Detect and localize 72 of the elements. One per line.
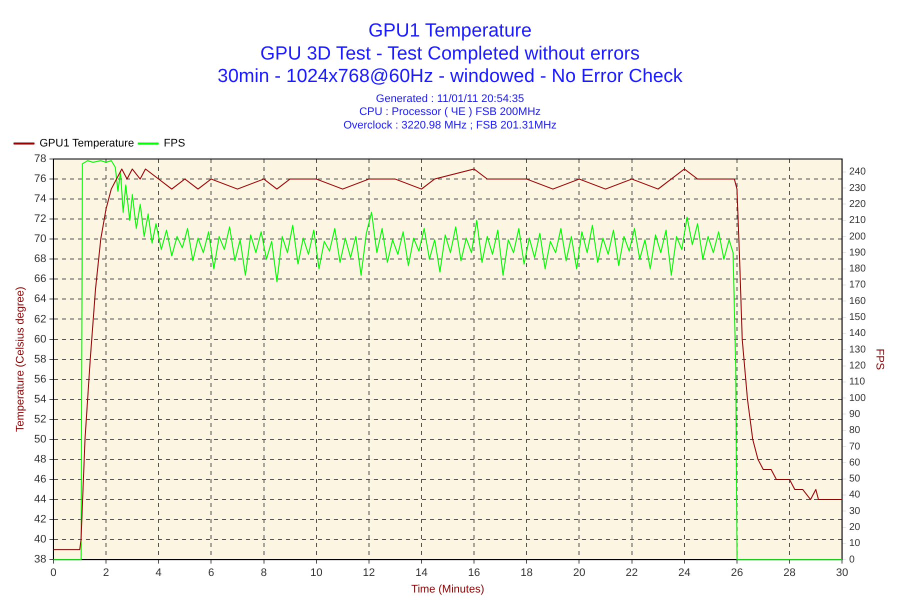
y2-tick-label: 140: [849, 328, 866, 340]
x-tick-label: 16: [468, 567, 480, 580]
x-tick-label: 26: [730, 567, 744, 580]
y2-tick-label: 50: [849, 474, 861, 485]
x-tick-label: 14: [415, 567, 428, 580]
y2-tick-label: 230: [849, 182, 866, 194]
x-tick-label: 0: [50, 567, 56, 580]
y2-tick-label: 150: [849, 312, 866, 324]
y-tick-label: 38: [34, 554, 46, 566]
y2-tick-label: 180: [849, 264, 866, 275]
y-tick-label: 58: [34, 353, 46, 366]
y2-tick-label: 30: [849, 506, 861, 517]
x-tick-label: 2: [102, 567, 110, 580]
x-tick-label: 24: [678, 567, 691, 580]
x-tick-label: 22: [626, 567, 638, 580]
y-tick-label: 72: [34, 213, 46, 226]
y2-tick-label: 130: [849, 344, 866, 356]
y2-tick-label: 10: [849, 538, 861, 550]
y-tick-label: 42: [34, 514, 46, 526]
x-tick-label: 20: [573, 567, 586, 580]
text: CPU : Processor ( ЧЕ ) FSB 200MHz: [359, 106, 541, 118]
y2-tick-label: 190: [849, 247, 866, 258]
text: Overclock : 3220.98 MHz ; FSB 201.31MHz: [343, 119, 557, 132]
x-tick-label: 30: [836, 567, 848, 580]
y-tick-label: 56: [34, 373, 46, 386]
y2-tick-label: 210: [849, 215, 866, 226]
x-tick-label: 18: [520, 567, 533, 580]
y-tick-label: 62: [34, 313, 46, 326]
y-tick-label: 44: [34, 494, 46, 506]
y-tick-label: 50: [34, 433, 46, 446]
x-tick-label: 12: [362, 567, 376, 580]
chart-title: GPU1 Temperature: [368, 20, 532, 42]
y-tick-label: 68: [34, 253, 46, 266]
y-tick-label: 40: [34, 534, 46, 546]
y2-tick-label: 90: [849, 408, 861, 420]
y2-tick-label: 100: [849, 392, 866, 404]
text: Generated : 11/01/11 20:54:35: [376, 93, 524, 106]
chart-subtitle: GPU 3D Test - Test Completed without errors 30min - 1024x768@60Hz - windowed - No Error Check: [218, 43, 683, 88]
x-tick-label: 6: [208, 567, 214, 580]
y2-tick-label: 20: [849, 522, 861, 534]
y-tick-label: 64: [34, 293, 46, 306]
y-tick-label: 48: [34, 453, 46, 466]
y-tick-label: 70: [34, 233, 46, 246]
y2-tick-label: 200: [849, 231, 866, 242]
y2-tick-label: 110: [849, 376, 866, 388]
y-tick-label: 74: [34, 193, 46, 206]
y-tick-label: 66: [34, 273, 46, 286]
y-tick-label: 76: [34, 173, 46, 186]
y-tick-label: 46: [34, 474, 46, 486]
legend-label: FPS: [164, 138, 186, 150]
x-tick-label: 4: [156, 567, 162, 580]
y2-tick-label: 170: [849, 280, 866, 291]
y-tick-label: 52: [34, 413, 46, 426]
x-tick-label: 10: [310, 567, 322, 580]
y-tick-label: 78: [34, 153, 46, 166]
x-tick-label: 28: [783, 567, 796, 580]
y2-tick-label: 0: [849, 554, 856, 566]
y-tick-label: 54: [34, 393, 46, 406]
y2-tick-label: 70: [849, 441, 861, 452]
x-tick-label: 8: [260, 567, 267, 580]
y2-tick-label: 160: [849, 296, 866, 307]
y2-tick-label: 220: [849, 198, 866, 210]
y2-axis-title: FPS: [873, 348, 886, 370]
y2-tick-label: 40: [849, 490, 861, 501]
y2-tick-label: 80: [849, 425, 861, 436]
y2-tick-label: 60: [849, 457, 861, 468]
y-axis-title: Temperature (Celsius degree): [14, 286, 27, 432]
x-axis-title: Time (Minutes): [411, 583, 484, 596]
y2-tick-label: 240: [849, 166, 866, 178]
y-tick-label: 60: [34, 333, 46, 346]
y2-tick-label: 120: [849, 360, 866, 372]
legend-label: GPU1 Temperature: [40, 138, 134, 150]
